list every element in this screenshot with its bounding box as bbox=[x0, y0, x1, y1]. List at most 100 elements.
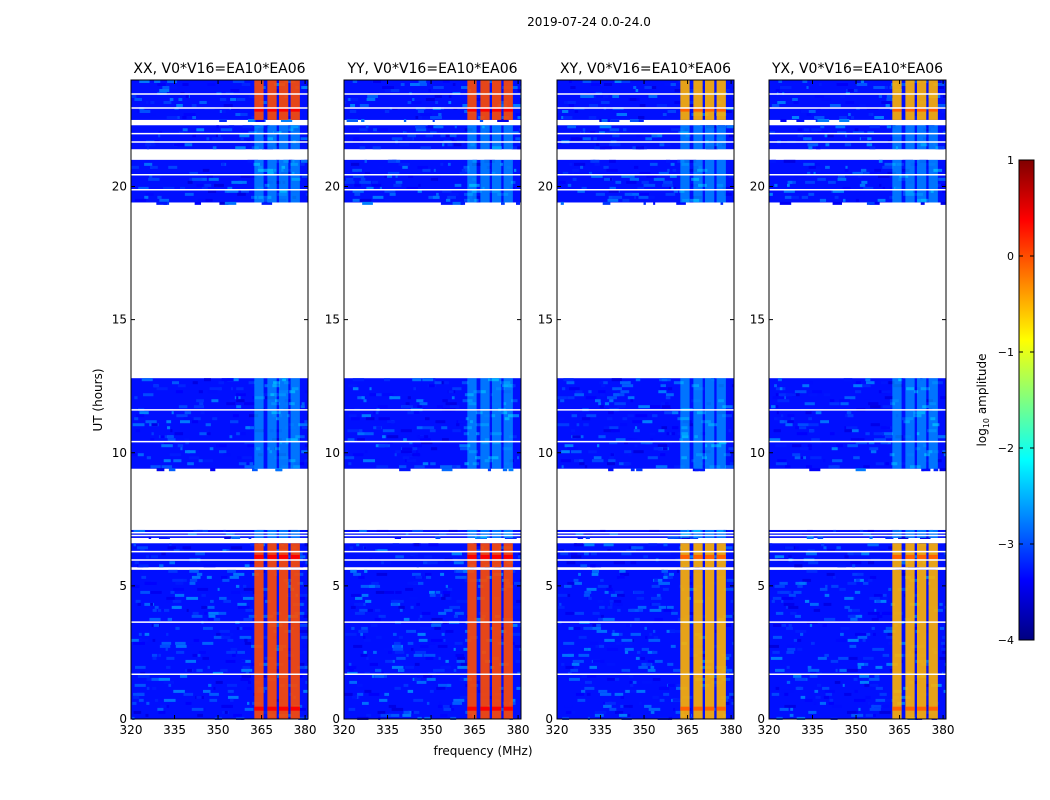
noise-cell bbox=[171, 411, 174, 415]
noise-cell bbox=[405, 137, 413, 141]
rfi-stripe bbox=[290, 80, 300, 120]
noise-cell bbox=[406, 653, 409, 657]
noise-cell bbox=[376, 635, 382, 639]
noise-cell bbox=[387, 159, 397, 163]
noise-cell bbox=[943, 689, 946, 693]
noise-cell bbox=[437, 644, 448, 648]
noise-cell bbox=[864, 662, 869, 666]
noise-cell bbox=[167, 80, 177, 83]
noise-cell bbox=[613, 561, 625, 565]
noise-cell bbox=[178, 98, 183, 101]
noise-cell bbox=[910, 162, 918, 166]
noise-cell bbox=[150, 465, 161, 469]
noise-cell bbox=[394, 650, 405, 654]
noise-cell bbox=[688, 587, 697, 591]
noise-cell bbox=[163, 698, 176, 702]
noise-cell bbox=[360, 632, 363, 636]
noise-cell bbox=[929, 529, 934, 533]
noise-cell bbox=[896, 162, 904, 166]
noise-cell bbox=[364, 569, 368, 573]
noise-cell bbox=[663, 608, 672, 612]
noise-cell bbox=[769, 543, 773, 547]
noise-cell bbox=[777, 101, 786, 104]
noise-cell bbox=[472, 177, 476, 181]
noise-cell bbox=[820, 420, 830, 424]
noise-cell bbox=[803, 162, 815, 166]
noise-cell bbox=[793, 674, 802, 678]
noise-cell bbox=[628, 453, 632, 457]
noise-cell bbox=[622, 198, 630, 202]
colorbar-label: log10 amplitude bbox=[975, 354, 991, 447]
noise-cell bbox=[656, 104, 668, 107]
noise-cell bbox=[426, 677, 436, 681]
noise-cell bbox=[423, 674, 433, 678]
noise-cell bbox=[591, 174, 603, 178]
noise-cell bbox=[681, 532, 692, 536]
noise-cell bbox=[178, 405, 188, 409]
noise-cell bbox=[457, 656, 465, 660]
noise-cell bbox=[212, 146, 217, 150]
noise-cell bbox=[729, 692, 734, 696]
noise-cell bbox=[384, 189, 396, 193]
noise-cell bbox=[503, 402, 507, 406]
noise-cell bbox=[191, 614, 203, 618]
noise-cell bbox=[824, 593, 830, 597]
noise-cell bbox=[191, 575, 201, 579]
noise-cell bbox=[429, 429, 436, 433]
noise-cell bbox=[563, 584, 572, 588]
noise-cell bbox=[239, 626, 244, 630]
noise-cell bbox=[657, 444, 668, 448]
noise-cell bbox=[867, 131, 874, 135]
noise-cell bbox=[209, 447, 214, 451]
noise-cell bbox=[598, 402, 602, 406]
noise-cell bbox=[184, 192, 194, 196]
noise-cell bbox=[664, 83, 673, 86]
noise-cell bbox=[261, 710, 272, 714]
noise-cell bbox=[694, 387, 705, 391]
noise-cell bbox=[627, 414, 634, 418]
noise-cell bbox=[416, 680, 427, 684]
noise-cell bbox=[399, 608, 403, 612]
noise-cell bbox=[246, 426, 255, 430]
noise-cell bbox=[464, 128, 473, 132]
noise-cell bbox=[228, 125, 235, 129]
noise-cell bbox=[267, 447, 270, 451]
noise-cell bbox=[874, 608, 877, 612]
noise-cell bbox=[424, 716, 432, 720]
noise-cell bbox=[615, 438, 626, 442]
noise-cell bbox=[425, 98, 435, 101]
noise-cell bbox=[595, 399, 601, 403]
noise-cell bbox=[221, 635, 231, 639]
noise-cell bbox=[804, 402, 815, 406]
noise-cell bbox=[925, 125, 935, 129]
noise-cell bbox=[354, 602, 364, 606]
noise-cell bbox=[277, 453, 286, 457]
noise-cell bbox=[860, 168, 867, 172]
noise-cell bbox=[210, 468, 216, 472]
noise-cell bbox=[857, 662, 865, 666]
noise-cell bbox=[858, 578, 864, 582]
noise-cell bbox=[346, 665, 357, 669]
noise-cell bbox=[631, 546, 643, 550]
noise-cell bbox=[613, 393, 620, 397]
noise-cell bbox=[516, 456, 520, 460]
noise-cell bbox=[284, 426, 297, 430]
noise-cell bbox=[774, 555, 785, 559]
noise-cell bbox=[361, 414, 372, 418]
noise-cell bbox=[724, 192, 732, 196]
noise-cell bbox=[500, 162, 504, 166]
y-tick-label: 0 bbox=[757, 712, 765, 726]
noise-cell bbox=[423, 653, 436, 657]
noise-cell bbox=[587, 647, 591, 651]
noise-cell bbox=[389, 396, 393, 400]
noise-cell bbox=[402, 165, 408, 169]
noise-cell bbox=[629, 674, 634, 678]
noise-cell bbox=[207, 617, 214, 621]
noise-cell bbox=[288, 128, 294, 132]
noise-cell bbox=[820, 125, 825, 129]
noise-cell bbox=[944, 662, 946, 666]
noise-cell bbox=[928, 162, 936, 166]
noise-cell bbox=[610, 177, 613, 181]
noise-cell bbox=[649, 529, 660, 533]
noise-cell bbox=[241, 674, 252, 678]
